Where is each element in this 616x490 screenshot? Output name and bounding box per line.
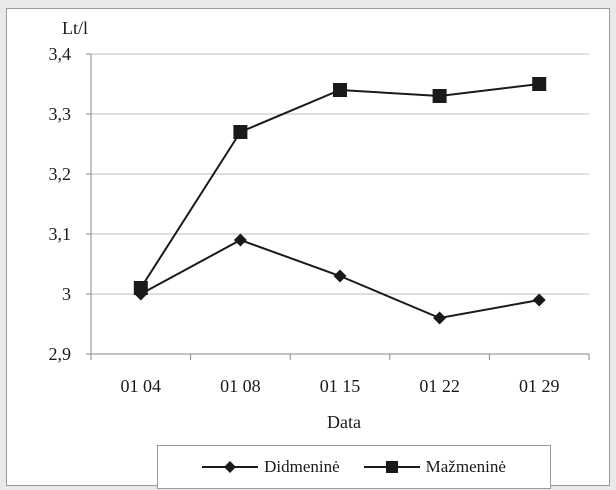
legend-item-mazmenine: Mažmeninė xyxy=(363,457,506,477)
x-tick-label: 01 29 xyxy=(519,376,560,396)
y-tick-label: 3,1 xyxy=(49,224,72,244)
y-tick-label: 2,9 xyxy=(49,344,72,364)
data-point-diamond xyxy=(333,269,347,283)
legend: Didmeninė Mažmeninė xyxy=(157,445,551,489)
data-point-square xyxy=(233,125,248,139)
data-point-diamond xyxy=(532,293,546,307)
y-tick-label: 3,2 xyxy=(49,164,72,184)
data-point-square xyxy=(432,89,447,103)
legend-label-mazmenine: Mažmeninė xyxy=(425,457,506,476)
y-tick-label: 3,3 xyxy=(49,104,72,124)
data-point-diamond xyxy=(433,311,447,325)
data-point-square xyxy=(532,77,547,91)
x-tick-label: 01 22 xyxy=(419,376,460,396)
x-tick-label: 01 15 xyxy=(320,376,361,396)
y-axis-title: Lt/l xyxy=(62,18,88,38)
legend-label-didmenine: Didmeninė xyxy=(264,457,340,476)
line-chart: 2,9 3 3,1 3,2 3,3 3,4 01 04 01 08 01 15 01 22 01 2… xyxy=(49,18,590,432)
x-axis-title: Data xyxy=(327,412,361,432)
y-tick-label: 3,4 xyxy=(49,44,72,64)
data-point-diamond xyxy=(233,233,247,247)
series-line-1 xyxy=(139,83,540,289)
data-point-square xyxy=(133,281,148,295)
diamond-marker-icon xyxy=(202,461,259,473)
x-tick-label: 01 08 xyxy=(220,376,261,396)
square-marker-icon xyxy=(363,461,420,473)
chart-frame: 2,9 3 3,1 3,2 3,3 3,4 01 04 01 08 01 15 01 22 01 2… xyxy=(6,8,610,489)
data-point-square xyxy=(333,83,347,97)
legend-item-didmenine: Didmeninė xyxy=(202,457,340,477)
y-tick-label: 3 xyxy=(62,284,71,304)
x-tick-label: 01 04 xyxy=(121,376,162,396)
